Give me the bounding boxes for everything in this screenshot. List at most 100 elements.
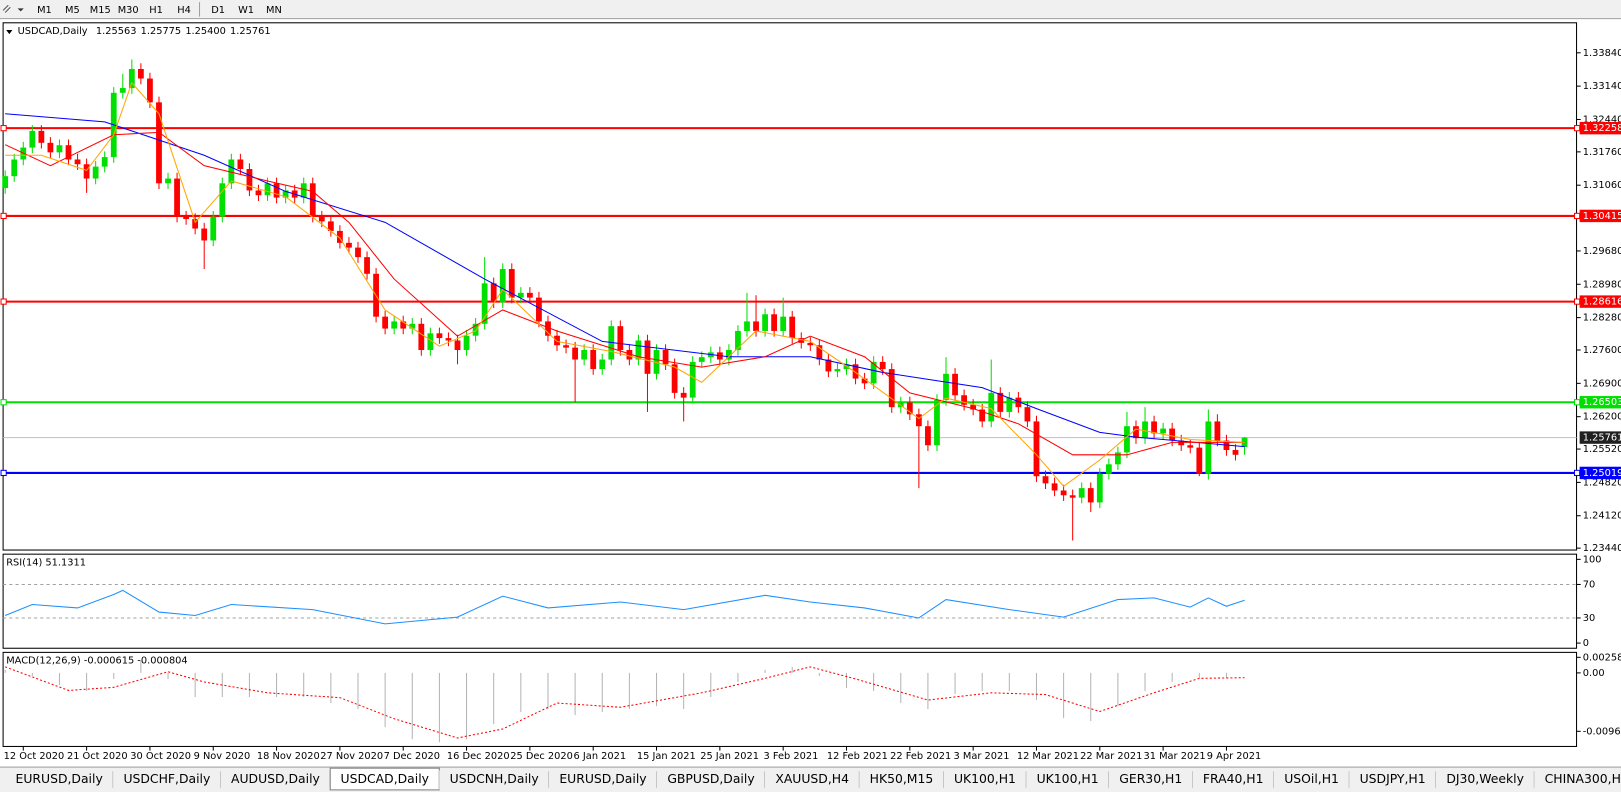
- candle-body: [979, 409, 986, 422]
- tab[interactable]: USDJPY,H1: [1349, 770, 1437, 790]
- tab[interactable]: GBPUSD,Daily: [656, 770, 766, 790]
- tab[interactable]: FRA40,H1: [1192, 770, 1275, 790]
- tab[interactable]: CHINA300,H1: [1534, 770, 1621, 790]
- timeframe-button[interactable]: [232, 1, 260, 18]
- tab-label[interactable]: UK100,H1: [954, 771, 1016, 786]
- toolbar-dropdown[interactable]: [17, 8, 24, 12]
- tab-background[interactable]: [943, 770, 1027, 790]
- x-tick-label: 22 Mar 2021: [1080, 751, 1142, 762]
- timeframe-label[interactable]: W1: [238, 5, 254, 16]
- horizontal-level-label: 1.28616: [1583, 297, 1621, 308]
- timeframe-button[interactable]: [114, 1, 142, 18]
- timeframe-button[interactable]: [58, 1, 86, 18]
- tab-label[interactable]: AUDUSD,Daily: [231, 771, 320, 786]
- tab-label[interactable]: USDCHF,Daily: [123, 771, 210, 786]
- candle-body: [174, 178, 180, 217]
- candle-body: [282, 190, 289, 198]
- candle-body: [246, 169, 253, 191]
- timeframe-label[interactable]: MN: [266, 5, 282, 16]
- tab[interactable]: USDCAD,Daily: [329, 767, 440, 791]
- tab-background[interactable]: [1534, 770, 1621, 790]
- horizontal-level-handle: [0, 469, 7, 477]
- candle-body: [581, 350, 588, 360]
- tab-label[interactable]: USOil,H1: [1284, 771, 1339, 786]
- tab-background[interactable]: [1349, 770, 1436, 790]
- candle-body: [1232, 450, 1239, 455]
- tab[interactable]: HK50,M15: [859, 770, 945, 790]
- tab-label[interactable]: HK50,M15: [870, 771, 934, 786]
- tab-background[interactable]: [1192, 770, 1274, 790]
- timeframe-button[interactable]: [170, 1, 198, 18]
- candle-body: [192, 219, 199, 229]
- candle-body: [698, 357, 705, 362]
- tab-background[interactable]: [439, 770, 550, 790]
- tab-label[interactable]: UK100,H1: [1037, 771, 1099, 786]
- tab-background[interactable]: [549, 770, 657, 790]
- candle-body: [11, 159, 18, 177]
- tab-background[interactable]: [5, 770, 114, 790]
- tab-label[interactable]: USDCNH,Daily: [450, 771, 539, 786]
- timeframe-label[interactable]: M15: [90, 5, 111, 16]
- tab-background[interactable]: [859, 770, 944, 790]
- tab-label[interactable]: CHINA300,H1: [1545, 771, 1621, 786]
- timeframe-label[interactable]: D1: [211, 5, 225, 16]
- tab[interactable]: USDCHF,Daily: [113, 770, 222, 790]
- tab-label[interactable]: USDJPY,H1: [1360, 771, 1426, 786]
- tab-background[interactable]: [656, 770, 765, 790]
- tab[interactable]: GER30,H1: [1108, 770, 1194, 790]
- timeframe-button[interactable]: [31, 1, 58, 18]
- timeframe-label[interactable]: M30: [118, 5, 139, 16]
- candle-body: [1087, 488, 1094, 503]
- tab[interactable]: DJ30,Weekly: [1435, 770, 1535, 790]
- current-price-line-label: 1.25761: [1583, 433, 1621, 444]
- tab[interactable]: EURUSD,Daily: [549, 770, 658, 790]
- tab-label[interactable]: USDCAD,Daily: [341, 771, 429, 786]
- tab-label[interactable]: GER30,H1: [1119, 771, 1182, 786]
- tab[interactable]: AUDUSD,Daily: [220, 770, 331, 790]
- tab-label[interactable]: EURUSD,Daily: [559, 771, 646, 786]
- candle-body: [83, 164, 90, 179]
- tab-background[interactable]: [1108, 770, 1193, 790]
- tab-label[interactable]: GBPUSD,Daily: [667, 771, 754, 786]
- tab-label[interactable]: XAUUSD,H4: [775, 771, 849, 786]
- tab-label[interactable]: DJ30,Weekly: [1446, 771, 1524, 786]
- horizontal-level-label: 1.26503: [1583, 397, 1621, 408]
- tab[interactable]: EURUSD,Daily: [5, 770, 114, 790]
- candle-body: [1078, 488, 1085, 498]
- candle-body: [590, 350, 597, 370]
- timeframe-button[interactable]: [86, 1, 114, 18]
- y-tick-label: 1.24120: [1583, 511, 1621, 522]
- tab-background[interactable]: [113, 770, 221, 790]
- candle-body: [1006, 397, 1013, 412]
- timeframe-label[interactable]: H4: [177, 5, 191, 16]
- x-tick-label: 25 Jan 2021: [700, 751, 759, 762]
- tab-background[interactable]: [764, 770, 860, 790]
- tab-background[interactable]: [1026, 770, 1109, 790]
- candle-body: [753, 321, 759, 331]
- candle-body: [382, 316, 389, 329]
- horizontal-level-label-box: [1579, 295, 1621, 308]
- tab-label[interactable]: FRA40,H1: [1203, 771, 1264, 786]
- tab-background[interactable]: [1273, 770, 1350, 790]
- timeframe-button[interactable]: [204, 1, 232, 18]
- tab[interactable]: XAUUSD,H4: [764, 770, 860, 790]
- candle-body: [147, 78, 153, 103]
- timeframe-button[interactable]: [142, 1, 170, 18]
- tab[interactable]: UK100,H1: [943, 770, 1027, 790]
- x-tick-label: 25 Dec 2020: [510, 751, 573, 762]
- candle-body: [1169, 428, 1176, 441]
- tab[interactable]: USDCNH,Daily: [439, 770, 550, 790]
- tab-background[interactable]: [1435, 770, 1535, 790]
- candle-body: [545, 321, 551, 336]
- toolbar-icon[interactable]: [2, 4, 11, 13]
- candle-body: [1187, 445, 1194, 448]
- candle-body: [56, 145, 63, 153]
- tab-background[interactable]: [220, 770, 331, 790]
- timeframe-label[interactable]: M5: [65, 5, 80, 16]
- timeframe-label[interactable]: M1: [37, 5, 52, 16]
- timeframe-label[interactable]: H1: [149, 5, 163, 16]
- tab-label[interactable]: EURUSD,Daily: [16, 771, 103, 786]
- timeframe-button[interactable]: [260, 1, 288, 18]
- tab[interactable]: UK100,H1: [1026, 770, 1110, 790]
- tab[interactable]: USOil,H1: [1273, 770, 1350, 790]
